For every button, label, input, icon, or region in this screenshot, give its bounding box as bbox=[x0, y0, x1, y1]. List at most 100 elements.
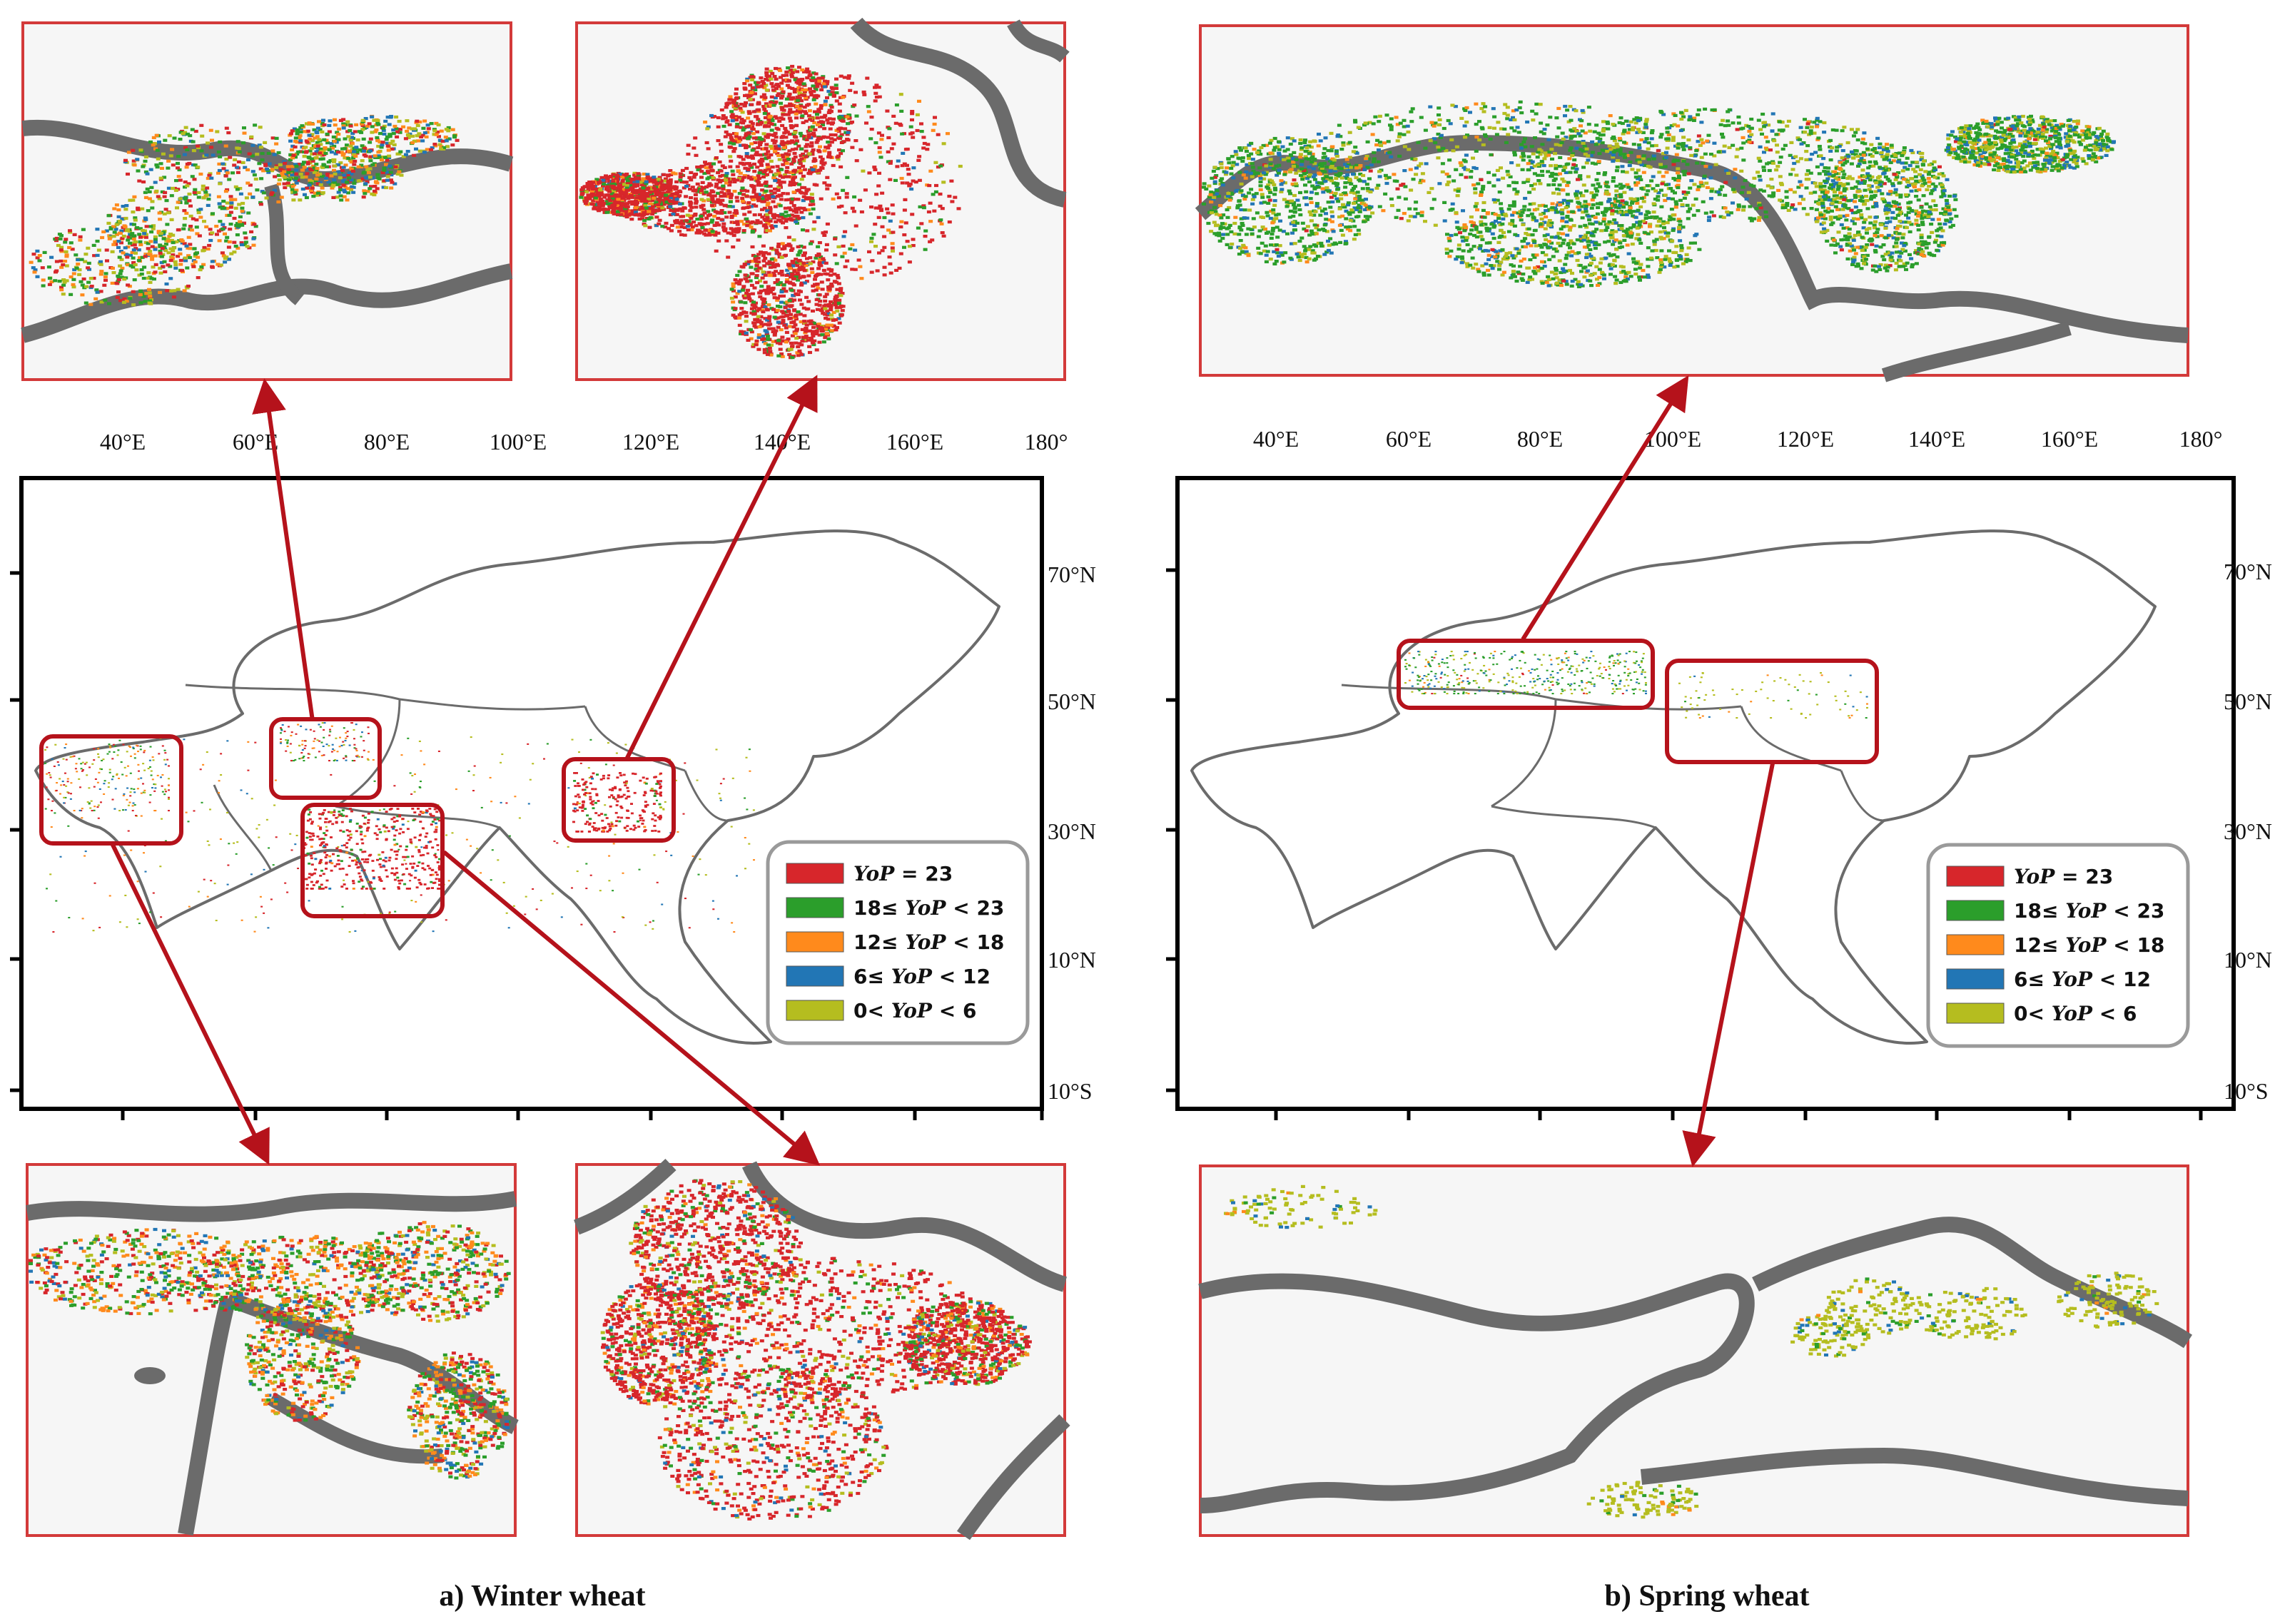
crop-pixel bbox=[800, 68, 805, 72]
crop-pixel bbox=[118, 250, 123, 253]
crop-pixel bbox=[91, 276, 96, 280]
crop-pixel bbox=[788, 183, 793, 187]
crop-pixel bbox=[813, 165, 818, 168]
crop-pixel bbox=[792, 88, 797, 91]
crop-pixel bbox=[876, 215, 881, 219]
crop-pixel bbox=[720, 198, 725, 202]
crop-pixel bbox=[901, 151, 906, 155]
crop-pixel bbox=[748, 92, 753, 96]
crop-pixel bbox=[709, 174, 714, 178]
crop-pixel bbox=[336, 151, 340, 154]
crop-pixel bbox=[226, 883, 229, 885]
crop-pixel bbox=[242, 243, 247, 247]
crop-pixel bbox=[792, 269, 797, 273]
crop-pixel bbox=[668, 192, 673, 196]
crop-pixel bbox=[742, 82, 747, 86]
crop-pixel bbox=[323, 146, 328, 150]
crop-pixel bbox=[736, 140, 741, 143]
crop-pixel bbox=[772, 150, 777, 153]
crop-pixel bbox=[766, 270, 771, 274]
crop-pixel bbox=[789, 313, 794, 316]
crop-pixel bbox=[813, 283, 817, 286]
crop-pixel bbox=[46, 888, 48, 890]
crop-pixel bbox=[878, 204, 883, 208]
crop-pixel bbox=[784, 70, 789, 74]
crop-pixel bbox=[298, 150, 303, 153]
crop-pixel bbox=[833, 133, 838, 137]
crop-pixel bbox=[308, 137, 313, 141]
crop-pixel bbox=[70, 248, 75, 251]
crop-pixel bbox=[636, 178, 641, 182]
crop-pixel bbox=[826, 121, 831, 125]
crop-pixel bbox=[147, 288, 151, 291]
crop-pixel bbox=[59, 288, 64, 292]
crop-pixel bbox=[31, 266, 36, 270]
crop-pixel bbox=[147, 190, 152, 193]
crop-pixel bbox=[822, 127, 827, 131]
crop-pixel bbox=[137, 273, 142, 277]
crop-pixel bbox=[888, 178, 893, 181]
crop-pixel bbox=[327, 123, 332, 127]
crop-pixel bbox=[829, 103, 834, 107]
crop-pixel bbox=[69, 241, 74, 245]
crop-pixel bbox=[136, 208, 141, 211]
crop-pixel bbox=[915, 113, 920, 116]
crop-pixel bbox=[906, 168, 911, 171]
crop-pixel bbox=[699, 170, 704, 173]
crop-pixel bbox=[734, 211, 739, 215]
crop-pixel bbox=[192, 178, 197, 181]
crop-pixel bbox=[148, 168, 153, 171]
crop-pixel bbox=[820, 307, 825, 310]
crop-pixel bbox=[584, 196, 589, 201]
crop-pixel bbox=[719, 211, 724, 215]
crop-pixel bbox=[159, 255, 164, 258]
crop-pixel bbox=[274, 136, 279, 140]
crop-pixel bbox=[148, 140, 153, 144]
crop-pixel bbox=[805, 229, 810, 233]
crop-pixel bbox=[343, 147, 347, 151]
crop-pixel bbox=[328, 182, 333, 186]
crop-pixel bbox=[787, 111, 792, 114]
crop-pixel bbox=[786, 78, 791, 82]
crop-pixel bbox=[729, 232, 734, 235]
crop-pixel bbox=[789, 124, 794, 128]
crop-pixel bbox=[689, 178, 694, 182]
crop-pixel bbox=[815, 116, 820, 120]
crop-pixel bbox=[218, 140, 223, 143]
crop-pixel bbox=[757, 136, 762, 140]
crop-pixel bbox=[424, 135, 429, 138]
crop-pixel bbox=[772, 333, 777, 337]
crop-pixel bbox=[342, 173, 347, 177]
crop-pixel bbox=[103, 272, 108, 275]
crop-pixel bbox=[108, 895, 111, 897]
crop-pixel bbox=[789, 197, 794, 201]
crop-pixel bbox=[795, 271, 800, 275]
crop-pixel bbox=[926, 210, 931, 214]
crop-pixel bbox=[678, 178, 683, 182]
crop-pixel bbox=[706, 214, 711, 218]
crop-pixel bbox=[191, 140, 196, 143]
crop-pixel bbox=[749, 330, 754, 334]
crop-pixel bbox=[729, 136, 734, 139]
crop-pixel bbox=[749, 283, 754, 287]
crop-pixel bbox=[726, 101, 731, 105]
crop-pixel bbox=[114, 223, 119, 226]
crop-pixel bbox=[227, 240, 232, 244]
crop-pixel bbox=[746, 137, 751, 141]
crop-pixel bbox=[719, 799, 722, 801]
crop-pixel bbox=[586, 182, 591, 186]
crop-pixel bbox=[589, 182, 594, 186]
crop-pixel bbox=[773, 96, 778, 100]
crop-pixel bbox=[178, 248, 183, 251]
crop-pixel bbox=[170, 148, 175, 151]
crop-pixel bbox=[59, 856, 62, 858]
crop-pixel bbox=[226, 811, 228, 813]
crop-pixel bbox=[752, 286, 757, 290]
crop-pixel bbox=[756, 146, 761, 150]
crop-pixel bbox=[216, 263, 221, 266]
crop-pixel bbox=[138, 243, 143, 247]
crop-pixel bbox=[274, 164, 279, 168]
crop-pixel bbox=[668, 169, 673, 173]
crop-pixel bbox=[772, 216, 777, 220]
crop-pixel bbox=[625, 182, 630, 186]
